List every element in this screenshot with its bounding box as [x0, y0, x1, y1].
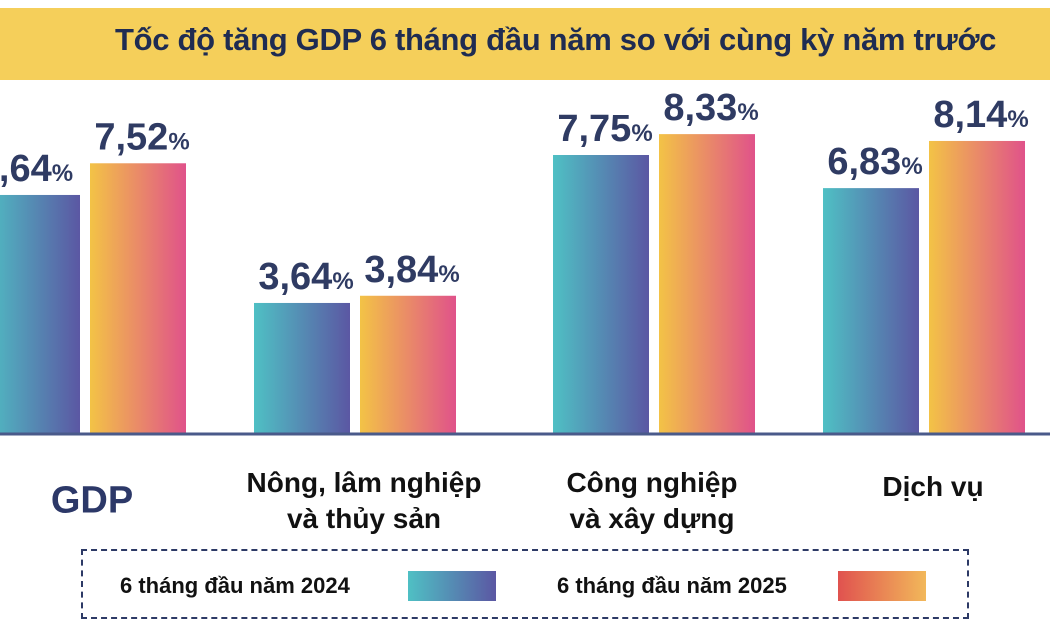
value-label-2025-2: 8,33%	[663, 87, 758, 129]
title-band	[0, 8, 1050, 80]
legend-swatch-2024	[408, 571, 496, 601]
legend-label-2024: 6 tháng đầu năm 2024	[120, 573, 350, 598]
legend-label-2025: 6 tháng đầu năm 2025	[557, 573, 787, 598]
value-label-2024-3: 6,83%	[827, 141, 922, 183]
value-label-2025-1: 3,84%	[364, 249, 459, 291]
bar-2025-3	[929, 140, 1025, 434]
bar-2025-0	[90, 163, 186, 434]
value-label-2024-0: ,64%	[0, 148, 73, 190]
bar-2025-1	[360, 295, 456, 434]
category-label-2-1: và xây dựng	[569, 503, 734, 534]
bar-2025-2	[659, 134, 755, 434]
legend	[81, 549, 969, 619]
bar-2024-0	[0, 194, 80, 434]
bar-2024-2	[553, 155, 649, 434]
category-label-3-0: Dịch vụ	[882, 471, 983, 502]
category-label-1-0: Nông, lâm nghiệp	[247, 467, 482, 498]
category-label-2-0: Công nghiệp	[566, 467, 737, 498]
chart-title: Tốc độ tăng GDP 6 tháng đầu năm so với c…	[115, 22, 997, 57]
value-label-2024-1: 3,64%	[258, 256, 353, 298]
value-label-2025-3: 8,14%	[933, 94, 1028, 136]
value-label-2025-0: 7,52%	[94, 116, 189, 158]
bar-2024-3	[823, 188, 919, 434]
category-label-0-0: GDP	[51, 479, 133, 521]
category-label-1-1: và thủy sản	[287, 503, 441, 534]
value-label-2024-2: 7,75%	[557, 108, 652, 150]
bar-2024-1	[254, 302, 350, 434]
legend-swatch-2025	[838, 571, 926, 601]
